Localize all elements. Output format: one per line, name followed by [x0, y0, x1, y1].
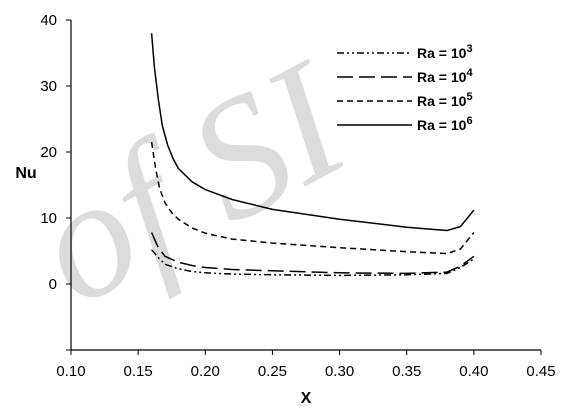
x-tick-label: 0.45 [526, 363, 555, 380]
legend-label-2: Ra = 104 [417, 67, 473, 85]
series-line-3 [150, 141, 475, 255]
x-tick-label: 0.20 [191, 363, 220, 380]
series-line-4 [150, 33, 475, 232]
legend-label-4: Ra = 106 [417, 115, 473, 133]
y-axis-title: Nu [15, 165, 36, 182]
legend-label-3: Ra = 105 [417, 91, 473, 109]
x-axis-title: X [301, 390, 312, 407]
legend: Ra = 103 Ra = 104 Ra = 105 Ra = 106 [337, 43, 473, 133]
tick-labels: 0 10 20 30 40 0.10 0.15 0.20 0.25 0.30 0.35 0.40 0.4… [40, 12, 555, 380]
x-tick-label: 0.10 [56, 363, 85, 380]
series-line-2 [150, 232, 475, 275]
y-tick-label: 40 [40, 12, 57, 29]
series-layer [150, 33, 475, 277]
y-tick-label: 30 [40, 78, 57, 95]
x-tick-label: 0.40 [459, 363, 488, 380]
x-tick-label: 0.30 [325, 363, 354, 380]
series-line-1 [151, 249, 475, 277]
axes [66, 19, 542, 355]
x-tick-label: 0.15 [124, 363, 153, 380]
legend-label-1: Ra = 103 [417, 43, 473, 61]
y-tick-label: 10 [40, 210, 57, 227]
y-tick-label: 0 [49, 276, 57, 293]
x-tick-label: 0.35 [392, 363, 421, 380]
x-tick-label: 0.25 [258, 363, 287, 380]
y-tick-label: 20 [40, 144, 57, 161]
